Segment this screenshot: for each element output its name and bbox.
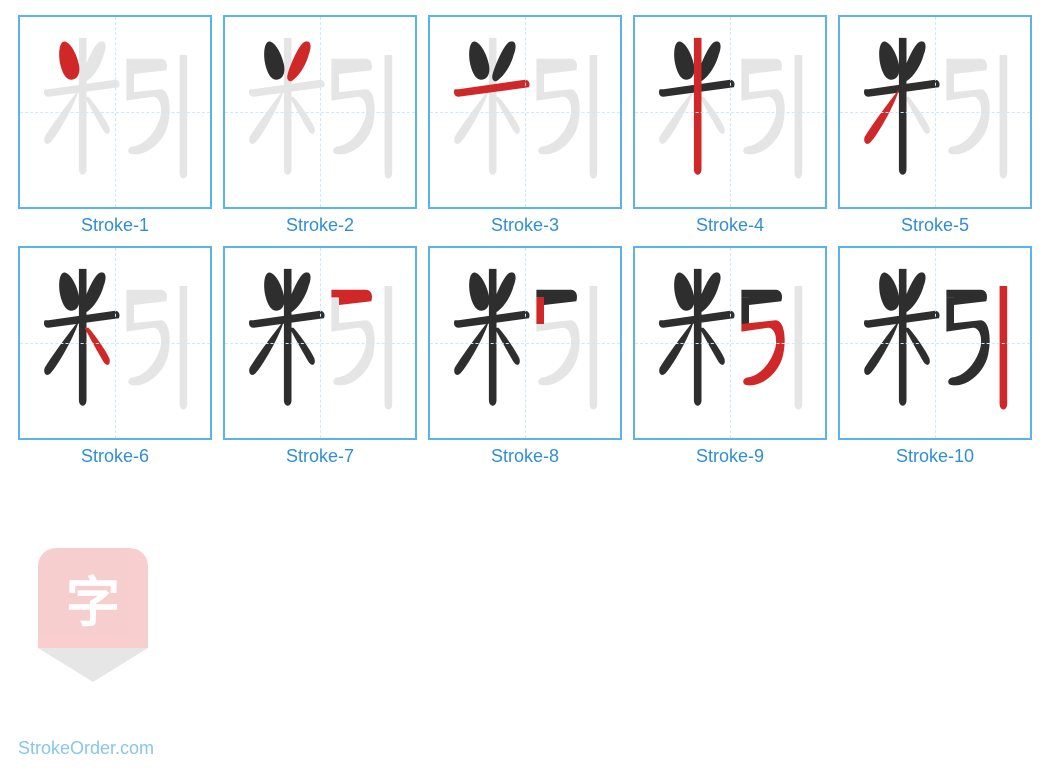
guide-vertical <box>730 248 731 438</box>
stroke-cell-6: Stroke-6 <box>18 246 212 467</box>
site-name: StrokeOrder.com <box>18 738 154 759</box>
guide-vertical <box>115 17 116 207</box>
logo-badge: 字 <box>38 548 148 648</box>
guide-vertical <box>320 248 321 438</box>
stroke-box <box>633 15 827 209</box>
stroke-box <box>633 246 827 440</box>
stroke-caption: Stroke-8 <box>491 446 559 467</box>
stroke-cell-9: Stroke-9 <box>633 246 827 467</box>
guide-vertical <box>320 17 321 207</box>
guide-vertical <box>935 248 936 438</box>
stroke-grid: Stroke-1 Stroke-2 Stroke-3 Stroke-4 Stroke-5… <box>18 15 1032 477</box>
stroke-cell-7: Stroke-7 <box>223 246 417 467</box>
guide-vertical <box>115 248 116 438</box>
stroke-box <box>838 246 1032 440</box>
stroke-caption: Stroke-7 <box>286 446 354 467</box>
guide-vertical <box>525 17 526 207</box>
grid-row-1: Stroke-1 Stroke-2 Stroke-3 Stroke-4 Stroke-5 <box>18 15 1032 236</box>
stroke-box <box>838 15 1032 209</box>
guide-vertical <box>730 17 731 207</box>
stroke-cell-4: Stroke-4 <box>633 15 827 236</box>
stroke-cell-3: Stroke-3 <box>428 15 622 236</box>
guide-vertical <box>525 248 526 438</box>
stroke-box <box>18 246 212 440</box>
stroke-caption: Stroke-2 <box>286 215 354 236</box>
stroke-caption: Stroke-1 <box>81 215 149 236</box>
stroke-caption: Stroke-4 <box>696 215 764 236</box>
stroke-box <box>223 246 417 440</box>
stroke-cell-1: Stroke-1 <box>18 15 212 236</box>
stroke-caption: Stroke-9 <box>696 446 764 467</box>
guide-vertical <box>935 17 936 207</box>
stroke-box <box>223 15 417 209</box>
stroke-caption: Stroke-5 <box>901 215 969 236</box>
stroke-caption: Stroke-3 <box>491 215 559 236</box>
stroke-cell-8: Stroke-8 <box>428 246 622 467</box>
stroke-caption: Stroke-10 <box>896 446 974 467</box>
stroke-caption: Stroke-6 <box>81 446 149 467</box>
stroke-cell-5: Stroke-5 <box>838 15 1032 236</box>
stroke-cell-10: Stroke-10 <box>838 246 1032 467</box>
stroke-box <box>428 246 622 440</box>
stroke-box <box>18 15 212 209</box>
stroke-box <box>428 15 622 209</box>
logo-pencil-tip <box>38 648 148 682</box>
logo-char: 字 <box>38 558 148 637</box>
site-logo: 字 <box>38 548 148 688</box>
grid-row-2: Stroke-6 Stroke-7 Stroke-8 Stroke-9 Stroke-1… <box>18 246 1032 467</box>
stroke-cell-2: Stroke-2 <box>223 15 417 236</box>
